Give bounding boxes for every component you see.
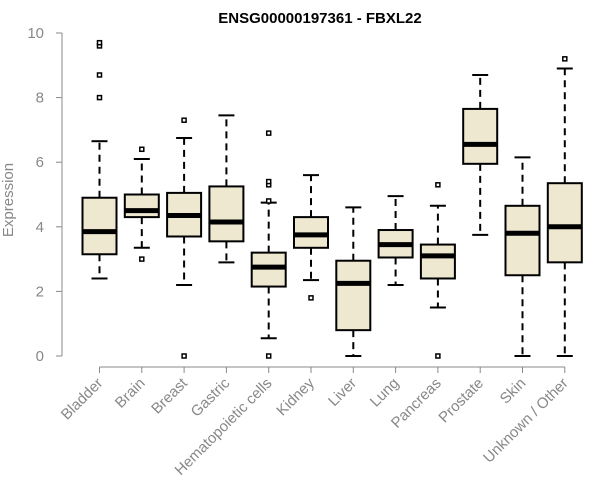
outlier-point xyxy=(435,182,441,188)
outlier-point xyxy=(265,130,272,136)
x-tick-label: Liver xyxy=(325,375,360,410)
y-axis: 0 2 4 6 8 10 xyxy=(27,25,63,365)
box-breast xyxy=(166,117,203,359)
y-tick-label: 2 xyxy=(36,283,44,300)
outlier-point xyxy=(308,295,314,301)
x-tick-label: Skin xyxy=(497,375,530,408)
x-tick-label: Breast xyxy=(148,374,191,417)
outlier-point xyxy=(562,56,568,62)
iqr-box xyxy=(419,243,456,280)
outlier-point xyxy=(181,117,187,123)
box-liver xyxy=(335,206,372,357)
iqr-box xyxy=(81,196,118,256)
outlier-point xyxy=(181,353,187,359)
x-tick-label: Lung xyxy=(367,375,403,411)
chart-title: ENSG00000197361 - FBXL22 xyxy=(218,10,421,27)
box-skin xyxy=(504,156,541,357)
box-series xyxy=(81,39,583,359)
outlier-point xyxy=(96,39,103,46)
outlier-point xyxy=(96,94,103,101)
y-tick-label: 8 xyxy=(36,90,44,107)
y-axis-label: Expression xyxy=(0,163,17,237)
box-hematopoietic-cells xyxy=(250,130,287,359)
y-tick-label: 0 xyxy=(36,348,44,365)
y-tick-label: 6 xyxy=(36,154,44,171)
box-kidney xyxy=(293,174,329,301)
outlier-point xyxy=(139,146,145,153)
box-pancreas xyxy=(419,182,456,359)
x-tick-label: Bladder xyxy=(58,375,107,424)
box-lung xyxy=(377,195,414,286)
iqr-box xyxy=(462,107,499,165)
x-tick-label: Brain xyxy=(112,375,149,412)
outlier-point xyxy=(265,353,272,359)
x-tick-label: Prostate xyxy=(435,375,487,427)
box-gastric xyxy=(208,114,245,264)
outlier-point xyxy=(435,353,441,359)
outlier-point xyxy=(265,198,272,204)
box-prostate xyxy=(462,73,499,236)
box-brain xyxy=(123,146,160,262)
iqr-box xyxy=(208,185,245,243)
iqr-box xyxy=(335,259,372,332)
y-tick-label: 10 xyxy=(27,25,44,42)
box-unknown-other xyxy=(546,56,583,357)
iqr-box xyxy=(546,182,583,264)
outlier-point xyxy=(96,72,103,78)
x-tick-label: Kidney xyxy=(273,374,318,419)
box-bladder xyxy=(81,39,118,280)
iqr-box xyxy=(504,204,541,277)
outlier-point xyxy=(265,178,272,185)
y-tick-label: 4 xyxy=(36,219,44,236)
iqr-box xyxy=(123,193,160,219)
outlier-point xyxy=(139,256,145,262)
